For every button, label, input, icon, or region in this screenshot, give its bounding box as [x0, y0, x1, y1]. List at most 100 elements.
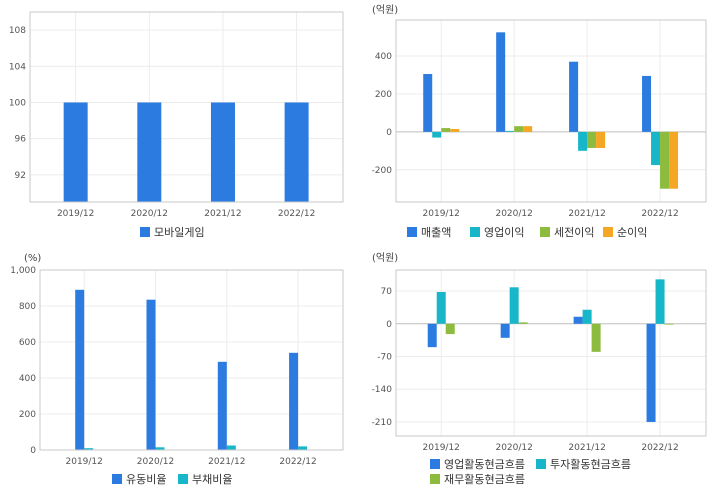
bar — [284, 102, 309, 202]
legend-label: 영업이익 — [484, 226, 524, 239]
chart-2: (억원) -200 0 200 400 2019/12 2020/12 2021/12 2022… — [372, 4, 707, 239]
bar — [298, 446, 308, 450]
x-tick-label: 2021/12 — [208, 457, 245, 467]
bar — [646, 323, 656, 422]
bar — [664, 323, 674, 325]
legend-swatch — [407, 227, 417, 237]
y-tick-label: -210 — [372, 418, 393, 428]
legend-swatch — [540, 227, 550, 237]
x-tick-label: 2022/12 — [641, 443, 678, 453]
x-tick-label: 2020/12 — [137, 457, 174, 467]
x-tick-label: 2019/12 — [66, 457, 103, 467]
legend-label: 모바일게임 — [154, 225, 205, 239]
y-tick-label: 0 — [386, 320, 392, 330]
bar — [505, 130, 515, 132]
bar — [441, 128, 451, 132]
bar — [146, 299, 156, 450]
y-tick-label: 70 — [381, 287, 393, 297]
bar — [582, 309, 592, 324]
legend-label: 영업활동현금흐름 — [444, 457, 525, 471]
x-tick-label: 2020/12 — [495, 209, 532, 219]
x-tick-label: 2021/12 — [204, 209, 241, 219]
bar — [500, 323, 510, 338]
bar — [432, 131, 442, 138]
legend-swatch — [536, 459, 546, 469]
legend-label: 부채비율 — [192, 473, 232, 486]
bar — [63, 102, 88, 202]
legend-label: 투자활동현금흐름 — [550, 457, 631, 471]
x-tick-label: 2020/12 — [495, 443, 532, 453]
unit-label: (억원) — [372, 252, 398, 264]
y-tick-label: 600 — [19, 338, 36, 348]
x-tick-label: 2022/12 — [279, 457, 316, 467]
y-tick-label: 104 — [9, 62, 26, 72]
legend-label: 순이익 — [617, 226, 647, 239]
bar — [509, 287, 519, 324]
legend-swatch — [430, 474, 440, 484]
bar — [450, 129, 460, 132]
unit-label: (억원) — [372, 4, 398, 16]
x-tick-label: 2019/12 — [57, 209, 94, 219]
bar — [423, 74, 433, 132]
y-tick-label: 100 — [9, 98, 26, 108]
bar — [210, 102, 235, 202]
bar — [523, 126, 533, 132]
y-tick-label: 108 — [9, 26, 26, 36]
bar — [496, 32, 506, 132]
chart-3: (%) 0 200 400 600 800 1,000 2019/12 2020/12 2021/… — [10, 253, 344, 486]
bar — [660, 131, 670, 189]
x-tick-label: 2019/12 — [423, 443, 460, 453]
y-tick-label: -140 — [372, 385, 393, 395]
bar — [155, 447, 165, 450]
chart-1: 92 96 100 104 108 2019/12 2020/12 2021/12 2022/1… — [9, 11, 344, 239]
legend-swatch — [178, 474, 188, 484]
chart-4: (억원) -210 -140 -70 0 70 2019/12 2020/12 2021/12 2… — [372, 252, 707, 486]
x-tick-label: 2022/12 — [641, 209, 678, 219]
legend-swatch — [470, 227, 480, 237]
legend-swatch — [140, 227, 150, 237]
plot-frame — [395, 269, 707, 437]
y-tick-label: 92 — [15, 171, 26, 181]
y-tick-label: 0 — [30, 446, 36, 456]
x-tick-label: 2022/12 — [278, 209, 315, 219]
bar — [514, 126, 524, 132]
bar — [596, 131, 606, 148]
bar — [445, 323, 455, 335]
y-tick-label: 800 — [19, 302, 36, 312]
bar — [669, 131, 679, 189]
legend-label: 재무활동현금흐름 — [444, 472, 525, 486]
y-tick-label: -200 — [372, 166, 393, 176]
bar — [518, 322, 528, 324]
unit-label: (%) — [24, 253, 41, 264]
plot-frame — [39, 269, 344, 451]
legend-swatch — [603, 227, 613, 237]
plot-frame — [395, 19, 707, 203]
plot-frame — [29, 11, 344, 203]
y-tick-label: 400 — [375, 52, 392, 62]
bar — [587, 131, 597, 148]
bar — [642, 75, 652, 132]
bar — [591, 323, 601, 352]
y-tick-label: 400 — [19, 374, 36, 384]
bar — [75, 289, 85, 450]
bar — [137, 102, 162, 202]
bar — [436, 291, 446, 324]
x-tick-label: 2021/12 — [568, 443, 605, 453]
x-tick-label: 2020/12 — [131, 209, 168, 219]
y-tick-label: 1,000 — [10, 266, 36, 276]
bar — [651, 131, 661, 166]
legend-label: 매출액 — [421, 226, 451, 239]
bar — [427, 323, 437, 348]
x-tick-label: 2021/12 — [568, 209, 605, 219]
x-tick-label: 2019/12 — [423, 209, 460, 219]
bar — [655, 279, 665, 324]
bar — [84, 448, 94, 450]
legend-swatch — [112, 474, 122, 484]
legend-swatch — [430, 459, 440, 469]
legend-label: 세전이익 — [554, 226, 594, 239]
bar — [573, 316, 583, 324]
y-tick-label: -70 — [377, 353, 392, 363]
bar — [226, 445, 236, 450]
bar — [569, 61, 579, 132]
